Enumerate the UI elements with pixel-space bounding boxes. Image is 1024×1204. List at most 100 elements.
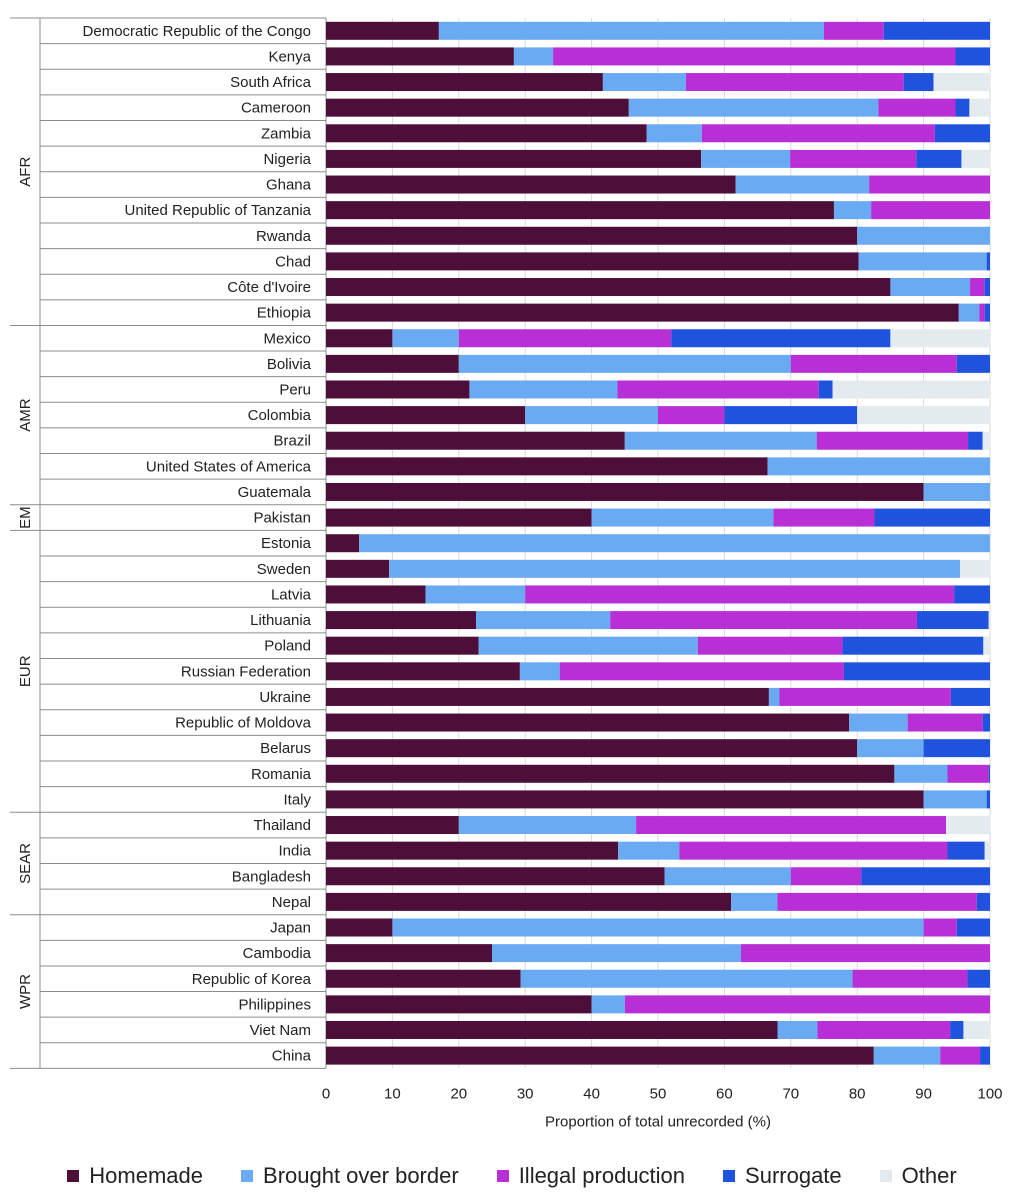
bar-segment-other: [961, 149, 990, 168]
bars: [326, 21, 990, 1065]
bar-segment-illegal-production: [816, 431, 969, 450]
bar-segment-illegal-production: [559, 662, 844, 681]
category-label: Russian Federation: [181, 663, 311, 680]
category-label: Cameroon: [241, 100, 311, 117]
x-axis-ticks: 0 10 20 30 40 50 60 70 80 90 100: [322, 1085, 1003, 1102]
bar-segment-brought-over-border: [858, 252, 987, 271]
bar-segment-illegal-production: [741, 944, 990, 963]
bar-segment-homemade: [326, 252, 859, 271]
bar-segment-illegal-production: [773, 508, 875, 527]
category-label: Ghana: [266, 177, 312, 194]
bar-segment-brought-over-border: [359, 534, 990, 553]
category-label: Côte d'Ivoire: [227, 279, 311, 296]
bar-segment-brought-over-border: [513, 47, 554, 66]
bar-segment-surrogate: [986, 790, 990, 809]
bar-segment-surrogate: [984, 278, 990, 297]
category-label: Republic of Korea: [192, 971, 312, 988]
bar-segment-other: [963, 1020, 990, 1039]
bar-segment-illegal-production: [525, 585, 955, 604]
legend-label: Homemade: [89, 1163, 204, 1188]
bar-segment-brought-over-border: [857, 739, 924, 758]
region-labels: AFR AMR EM EUR SEAR WPR: [17, 157, 34, 1010]
legend-swatch: [879, 1170, 892, 1182]
legend-swatch: [496, 1170, 509, 1182]
category-label: Thailand: [253, 817, 311, 834]
bar-segment-brought-over-border: [520, 969, 853, 988]
bar-segment-brought-over-border: [958, 303, 980, 322]
category-label: Pakistan: [253, 510, 311, 527]
x-tick-label: 90: [915, 1085, 932, 1102]
category-label: Bangladesh: [232, 868, 311, 885]
bar-segment-illegal-production: [790, 354, 957, 373]
bar-segment-homemade: [326, 687, 769, 706]
category-label: Colombia: [248, 407, 312, 424]
bar-segment-homemade: [326, 98, 629, 117]
bar-segment-brought-over-border: [478, 636, 698, 655]
bar-segment-brought-over-border: [469, 380, 618, 399]
bar-segment-homemade: [326, 354, 459, 373]
legend-swatch: [723, 1170, 736, 1182]
bar-segment-surrogate: [950, 1020, 964, 1039]
bar-segment-illegal-production: [779, 687, 951, 706]
bar-segment-surrogate: [842, 636, 984, 655]
category-label: Chad: [275, 253, 311, 270]
legend-item: Surrogate: [723, 1163, 842, 1189]
bar-segment-brought-over-border: [894, 764, 948, 783]
category-label: Nigeria: [263, 151, 311, 168]
bar-segment-illegal-production: [923, 918, 957, 937]
category-label: Nepal: [272, 894, 311, 911]
bar-segment-homemade: [326, 175, 736, 194]
bar-segment-homemade: [326, 508, 592, 527]
bar-segment-brought-over-border: [438, 21, 824, 40]
x-tick-label: 10: [384, 1085, 401, 1102]
bar-segment-illegal-production: [790, 867, 862, 886]
bar-segment-homemade: [326, 662, 520, 681]
bar-segment-illegal-production: [701, 124, 935, 143]
bar-segment-surrogate: [843, 662, 990, 681]
bar-segment-brought-over-border: [425, 585, 526, 604]
bar-segment-illegal-production: [907, 713, 983, 732]
region-label: EUR: [17, 655, 34, 687]
bar-segment-homemade: [326, 764, 895, 783]
category-label: Rwanda: [256, 228, 312, 245]
category-label: Peru: [279, 381, 311, 398]
bar-segment-surrogate: [956, 354, 990, 373]
category-label: Brazil: [273, 433, 311, 450]
bar-segment-brought-over-border: [890, 278, 971, 297]
bar-segment-homemade: [326, 892, 732, 911]
bar-segment-surrogate: [923, 739, 990, 758]
bar-segment-illegal-production: [658, 406, 725, 425]
bar-segment-homemade: [326, 841, 619, 860]
category-labels: Democratic Republic of the Congo Kenya Sou…: [83, 23, 312, 1065]
bar-segment-surrogate: [934, 124, 990, 143]
bar-segment-other: [969, 98, 990, 117]
x-tick-label: 80: [849, 1085, 866, 1102]
region-label: AMR: [17, 398, 34, 432]
bar-segment-illegal-production: [970, 278, 985, 297]
bar-segment-homemade: [326, 124, 647, 143]
bar-segment-other: [832, 380, 990, 399]
legend-item: Illegal production: [496, 1163, 685, 1189]
bar-segment-brought-over-border: [602, 73, 686, 92]
bar-segment-homemade: [326, 380, 470, 399]
bar-segment-brought-over-border: [646, 124, 702, 143]
legend-swatch: [67, 1170, 80, 1182]
x-tick-label: 30: [517, 1085, 534, 1102]
bar-segment-brought-over-border: [849, 713, 908, 732]
bar-segment-surrogate: [954, 585, 990, 604]
bar-segment-illegal-production: [817, 1020, 951, 1039]
bar-segment-other: [960, 559, 990, 578]
bar-segment-illegal-production: [878, 98, 956, 117]
bar-segment-surrogate: [671, 329, 891, 348]
category-label: Japan: [270, 920, 311, 937]
bar-segment-surrogate: [988, 764, 990, 783]
bar-segment-illegal-production: [824, 21, 884, 40]
bar-segment-brought-over-border: [873, 1046, 941, 1065]
bar-segment-surrogate: [976, 892, 990, 911]
bar-segment-surrogate: [947, 841, 985, 860]
bar-segment-homemade: [326, 47, 514, 66]
category-label: Bolivia: [267, 356, 312, 373]
bar-segment-surrogate: [883, 21, 990, 40]
bar-segment-homemade: [326, 713, 850, 732]
bar-segment-homemade: [326, 457, 768, 476]
